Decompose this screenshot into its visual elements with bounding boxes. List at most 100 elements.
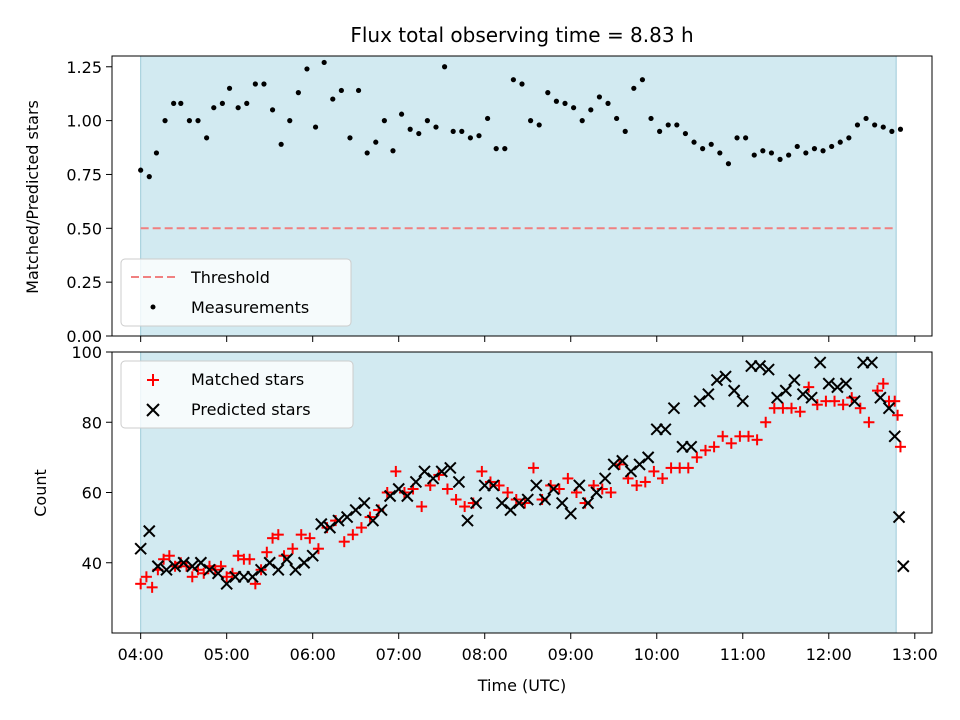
matched-star-point (894, 441, 906, 453)
measurement-point (803, 150, 809, 156)
measurement-point (433, 124, 439, 130)
legend-threshold-label: Threshold (190, 268, 270, 287)
top-y-tick-label: 0.50 (66, 219, 102, 238)
predicted-star-point (349, 503, 362, 517)
predicted-star-point (444, 461, 457, 475)
predicted-star-point (882, 401, 896, 415)
measurement-point (605, 100, 611, 106)
legend-measurements-label: Measurements (191, 298, 309, 317)
measurement-point (269, 107, 276, 113)
top-y-tick-label: 1.25 (66, 58, 102, 77)
matched-star-point (416, 501, 428, 513)
measurement-point (138, 167, 144, 173)
measurement-point (407, 126, 413, 132)
measurement-point (330, 96, 336, 102)
matched-star-point (863, 416, 875, 428)
measurement-point (459, 128, 465, 134)
matched-star-point (146, 581, 158, 593)
measurement-point (665, 122, 671, 128)
bottom-panel: 40 60 80 100 04:00 05:00 06:00 07:00 08:00 09:00… (31, 343, 938, 695)
predicted-star-point (702, 387, 715, 401)
matched-star-point (476, 465, 488, 477)
measurement-point (467, 135, 473, 141)
measurement-point (178, 100, 184, 106)
measurement-point (519, 81, 525, 87)
predicted-star-point (659, 423, 672, 436)
measurement-point (186, 118, 193, 124)
bottom-y-ticks: 40 60 80 100 (71, 343, 112, 573)
matched-star-point (450, 494, 462, 506)
bottom-x-tick-label: 04:00 (118, 645, 164, 664)
measurement-point (579, 118, 585, 124)
measurement-point (545, 90, 551, 96)
matched-star-point (261, 546, 273, 558)
measurement-point (211, 105, 217, 111)
measurement-point (390, 148, 396, 154)
predicted-star-point (813, 356, 827, 369)
top-ylabel: Matched/Predicted stars (23, 100, 42, 294)
predicted-star-point (375, 503, 388, 517)
matched-star-point (562, 472, 574, 484)
matched-star-point (631, 479, 643, 491)
chart-title: Flux total observing time = 8.83 h (350, 23, 693, 47)
matched-star-point (441, 483, 453, 495)
measurement-point (811, 146, 818, 152)
measurement-point (880, 124, 886, 130)
predicted-star-point (469, 496, 483, 510)
predicted-star-point (779, 384, 792, 397)
measurement-points (138, 59, 904, 180)
measurement-point (312, 124, 319, 130)
matched-star-point (829, 395, 841, 407)
predicted-star-point (590, 486, 603, 499)
measurement-point (725, 161, 732, 167)
predicted-star-point (633, 458, 646, 471)
matched-star-point (639, 476, 651, 488)
matched-star-point (892, 409, 904, 421)
predicted-star-point (177, 556, 190, 569)
top-y-ticks: 0.00 0.25 0.50 0.75 1.00 1.25 (66, 58, 112, 346)
legend-predicted-swatch (146, 403, 160, 417)
top-y-tick-label: 0.25 (66, 273, 102, 292)
predicted-star-point (727, 384, 741, 397)
legend-matched-swatch (147, 374, 159, 386)
bottom-ylabel: Count (31, 469, 50, 517)
matched-star-point (648, 465, 660, 477)
measurement-point (195, 118, 201, 124)
bottom-legend: Matched stars Predicted stars (120, 360, 354, 429)
predicted-star-point (203, 563, 216, 576)
predicted-star-point (272, 563, 285, 576)
measurement-point (889, 128, 895, 134)
measurement-point (416, 130, 422, 137)
measurement-point (502, 146, 508, 152)
predicted-star-point (297, 556, 311, 569)
top-axes-frame (111, 55, 933, 337)
measurement-point (261, 81, 267, 87)
matched-star-point (493, 479, 505, 491)
matched-star-point (135, 578, 147, 590)
matched-star-point (163, 550, 175, 562)
predicted-star-point (315, 517, 328, 531)
matched-star-point (186, 571, 198, 583)
predicted-star-point (306, 549, 319, 562)
measurement-point (674, 122, 680, 128)
matched-star-point (312, 543, 324, 555)
matched-star-point (605, 487, 617, 498)
measurement-point (588, 107, 594, 113)
measurement-point (235, 105, 241, 111)
matched-star-point (158, 553, 170, 565)
matched-star-point (794, 406, 806, 418)
measurement-point (794, 143, 800, 150)
bottom-y-tick-label: 80 (82, 413, 102, 432)
measurement-point (295, 90, 301, 96)
measurement-point (682, 130, 689, 137)
bottom-x-tick-label: 05:00 (204, 645, 250, 664)
predicted-star-point (495, 496, 509, 510)
bottom-xlabel: Time (UTC) (477, 676, 566, 695)
measurement-point (171, 100, 177, 106)
predicted-star-point (418, 465, 431, 478)
legend-matched-label: Matched stars (191, 370, 304, 389)
bottom-y-tick-label: 40 (82, 554, 102, 573)
measurement-point (510, 77, 516, 83)
predicted-star-point (684, 440, 698, 454)
measurement-point (153, 150, 160, 156)
